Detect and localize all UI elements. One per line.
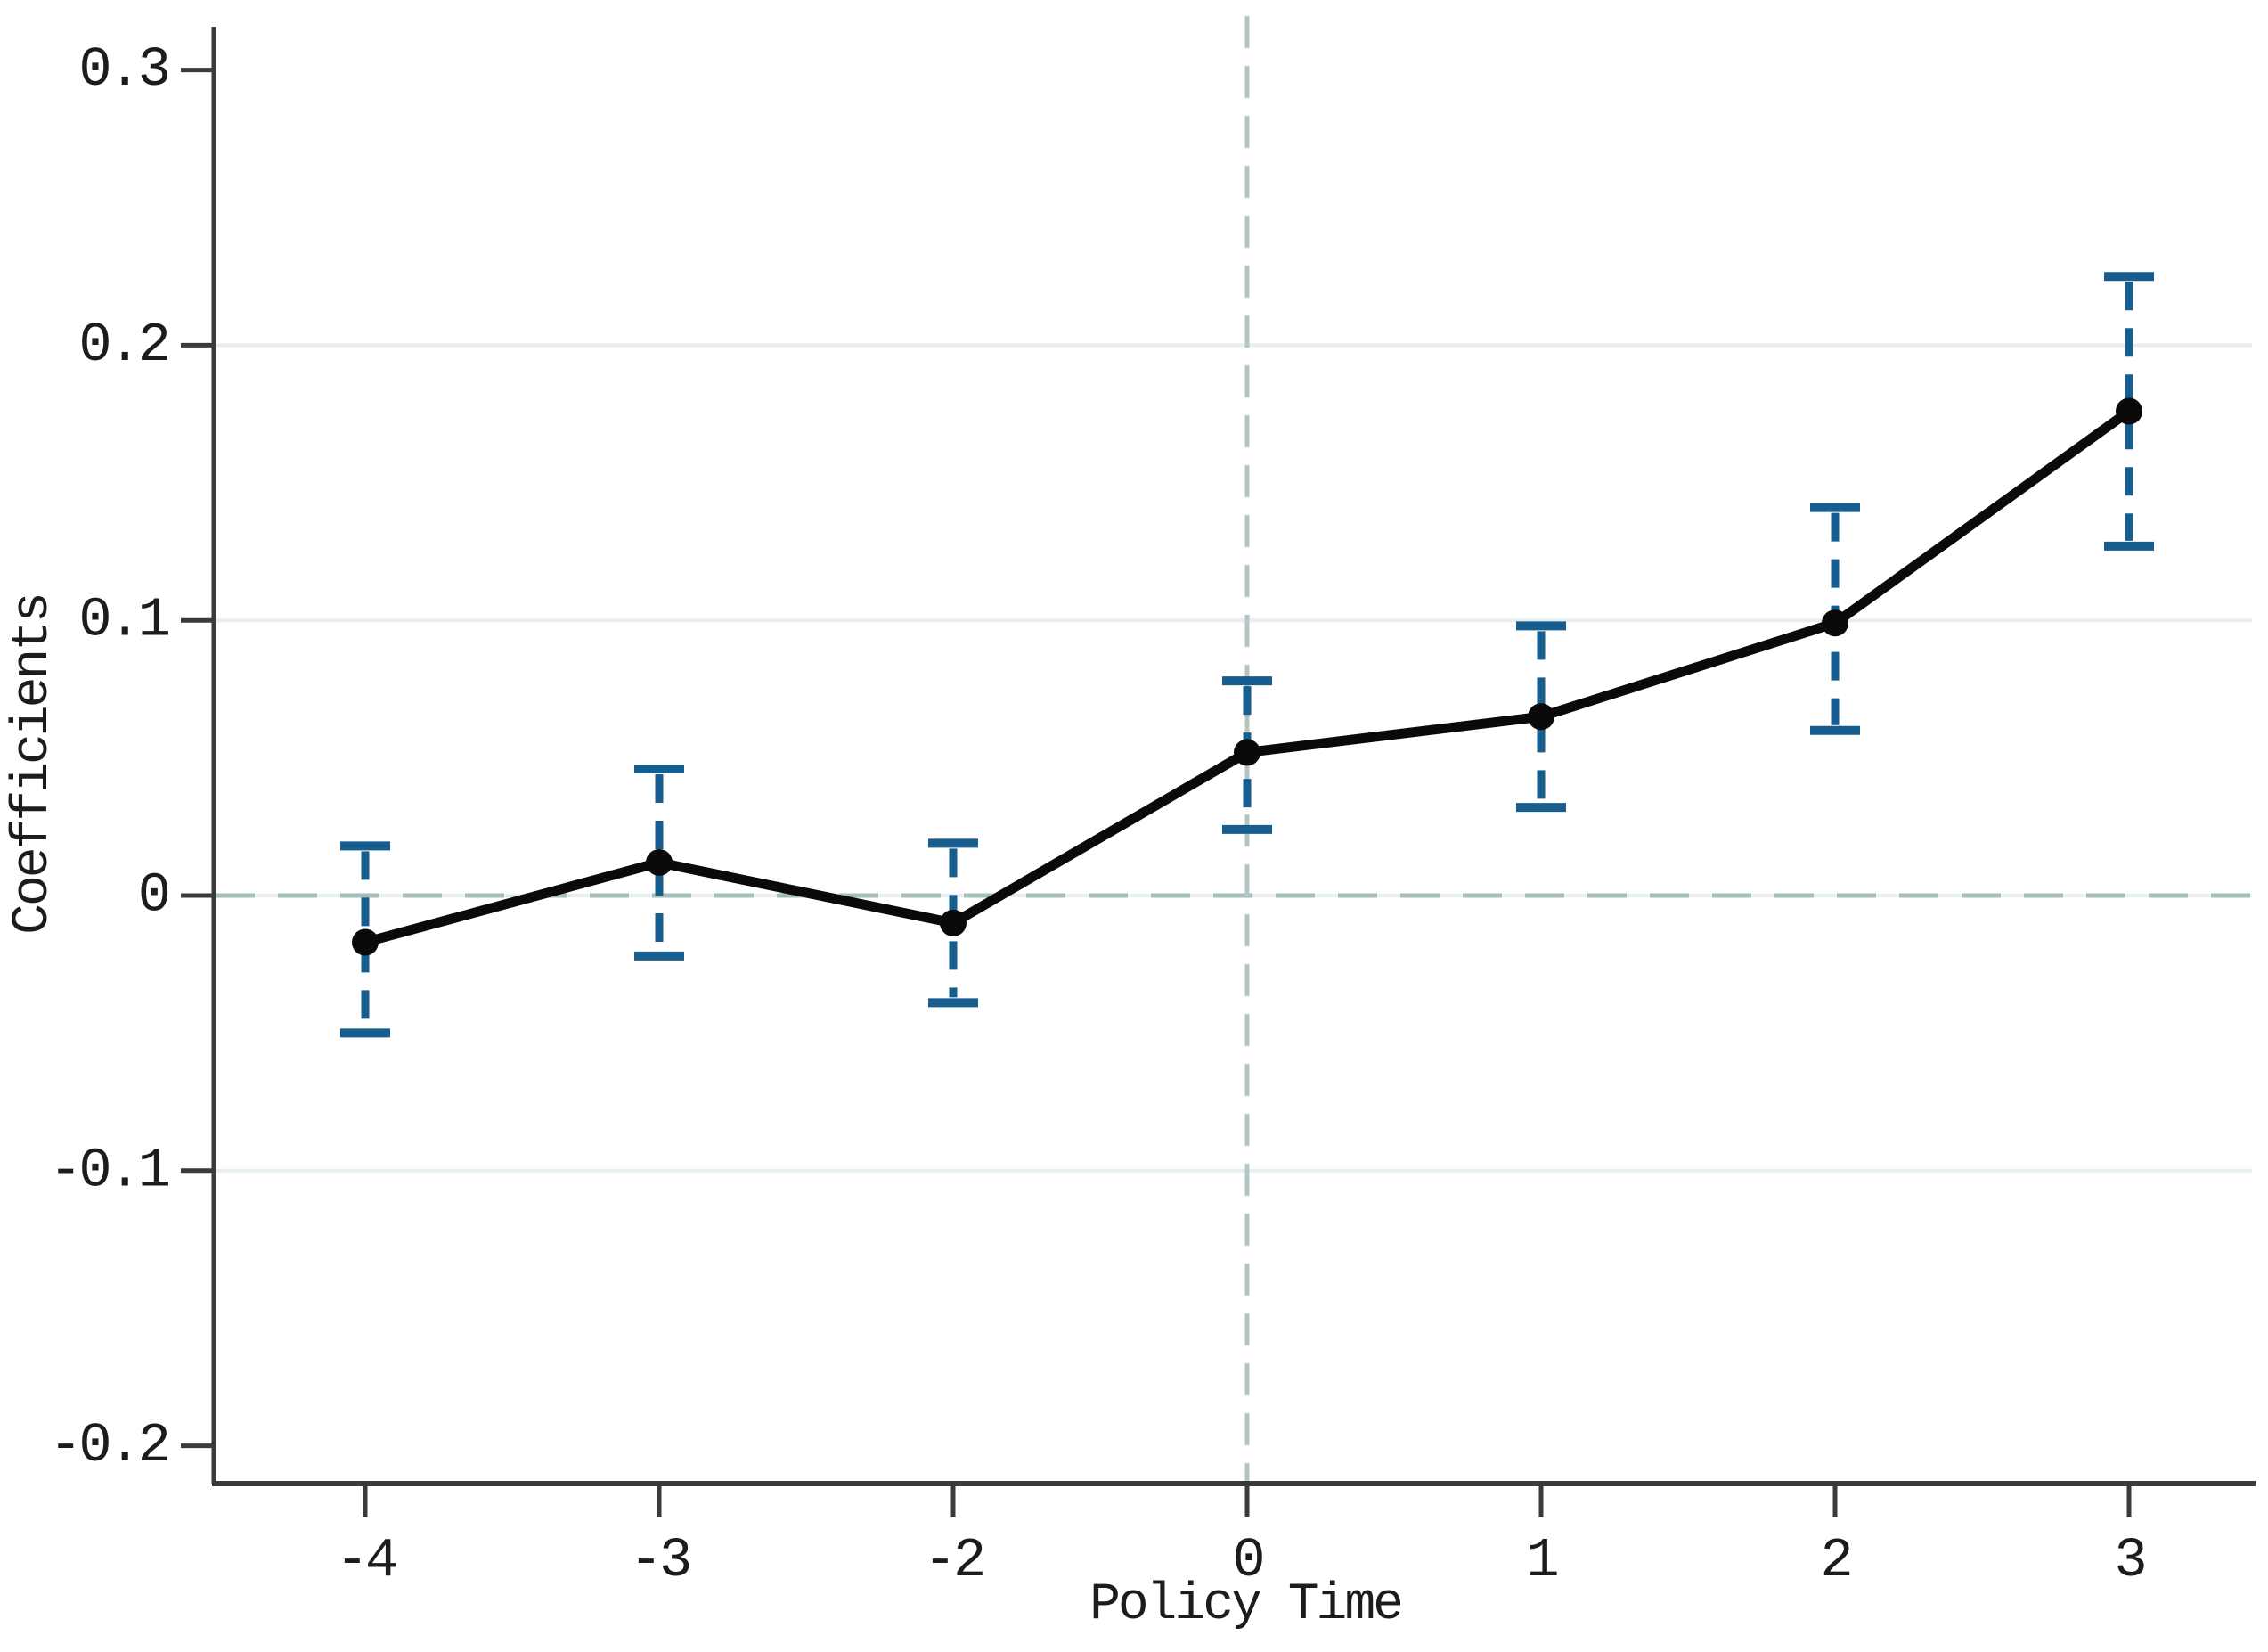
x-tick-label: -4 <box>336 1529 396 1592</box>
y-tick-label: 0.1 <box>78 589 168 652</box>
confidence-interval <box>340 841 390 1038</box>
confidence-interval <box>1516 621 1566 813</box>
y-tick-label: -0.1 <box>49 1139 169 1202</box>
confidence-interval <box>634 764 684 961</box>
coefficient-point <box>940 909 967 936</box>
axes <box>181 27 2256 1517</box>
coefficient-point <box>1234 739 1260 766</box>
markers <box>352 397 2142 956</box>
x-tick-label: -3 <box>630 1529 689 1592</box>
confidence-interval <box>2104 272 2154 551</box>
y-tick-label: 0 <box>138 864 168 928</box>
x-axis-title: Policy Time <box>1089 1576 1401 1634</box>
x-tick-label: 3 <box>2114 1529 2144 1592</box>
x-tick-label: 2 <box>1820 1529 1849 1592</box>
x-tick-label: 0 <box>1232 1529 1262 1592</box>
coefficient-point <box>352 928 379 956</box>
x-tick-label: -2 <box>924 1529 983 1592</box>
y-tick-label: 0.2 <box>78 314 167 377</box>
coefficient-point <box>1822 609 1848 637</box>
x-tick-label: 1 <box>1526 1529 1557 1592</box>
coefficient-point <box>646 848 673 876</box>
error-bars <box>340 272 2154 1038</box>
y-tick-label: -0.2 <box>49 1414 167 1477</box>
coefficient-point <box>1528 703 1554 731</box>
y-tick-label: 0.3 <box>78 38 167 102</box>
y-axis-title: Coefficients <box>4 594 62 935</box>
coefficient-point <box>2116 397 2142 425</box>
tick-labels: 0.3 0.2 0.1 0 -0.1 -0.2 -4 -3 -2 0 1 2 3 <box>49 38 2148 1592</box>
